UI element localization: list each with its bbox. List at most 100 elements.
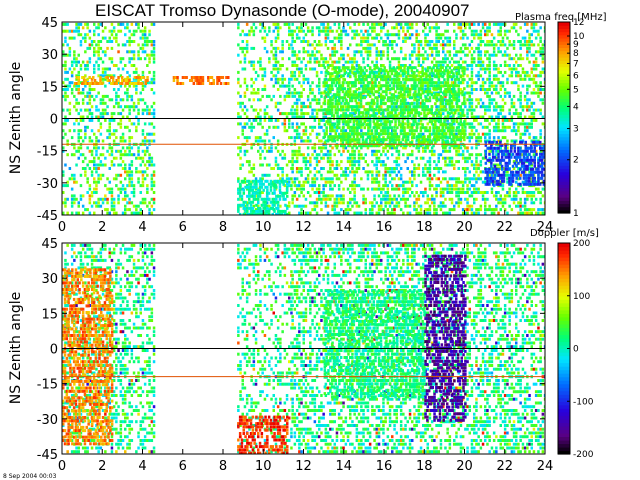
data-cell [330, 114, 334, 118]
data-cell [415, 146, 418, 150]
data-cell [333, 211, 336, 215]
data-cell [334, 135, 337, 139]
data-cell [435, 60, 438, 64]
data-cell [86, 208, 89, 212]
data-cell [508, 118, 511, 122]
data-cell [337, 149, 341, 153]
data-cell [481, 64, 485, 67]
data-cell [537, 91, 540, 95]
data-cell [442, 156, 445, 160]
data-cell [285, 115, 289, 119]
data-cell [320, 208, 323, 212]
data-cell [126, 76, 129, 79]
data-cell [218, 79, 221, 82]
data-cell [272, 74, 275, 78]
data-cell [353, 180, 356, 184]
data-cell [519, 101, 522, 105]
data-cell [333, 167, 336, 170]
data-cell [411, 53, 414, 57]
data-cell [124, 33, 127, 37]
data-cell [112, 211, 116, 215]
data-cell [276, 209, 280, 213]
data-cell [426, 160, 429, 164]
data-cell [448, 43, 452, 47]
data-cell [126, 153, 129, 157]
data-cell [512, 46, 516, 50]
data-cell [141, 201, 145, 205]
data-cell [455, 53, 458, 57]
data-cell [261, 88, 264, 91]
data-cell [499, 197, 502, 201]
data-cell [353, 173, 356, 177]
data-cell [333, 53, 336, 57]
data-cell [135, 82, 138, 85]
data-cell [117, 88, 120, 91]
data-cell [484, 197, 487, 201]
data-cell [488, 40, 491, 43]
data-cell [108, 211, 111, 215]
data-cell [377, 118, 381, 122]
data-cell [515, 70, 518, 74]
data-cell [340, 33, 343, 37]
data-cell [279, 26, 282, 30]
data-cell [150, 197, 154, 201]
data-cell [266, 206, 269, 210]
data-cell [276, 33, 280, 37]
data-cell [408, 211, 412, 215]
data-cell [437, 153, 440, 157]
data-cell [380, 36, 383, 40]
data-cell [397, 204, 401, 208]
data-cell [355, 170, 359, 174]
data-cell [309, 91, 312, 95]
data-cell [497, 70, 500, 74]
data-cell [101, 139, 105, 143]
data-cell [86, 33, 89, 37]
data-cell [526, 88, 529, 91]
data-cell [380, 208, 383, 212]
data-cell [285, 173, 289, 177]
data-cell [106, 197, 109, 201]
data-cell [488, 22, 491, 26]
data-cell [368, 33, 372, 37]
data-cell [490, 98, 494, 102]
data-cell [309, 211, 312, 215]
data-cell [322, 115, 325, 119]
data-cell [484, 22, 487, 26]
data-cell [437, 129, 440, 133]
data-cell [477, 36, 480, 40]
data-cell [115, 79, 118, 82]
data-cell [415, 211, 418, 215]
data-cell [110, 76, 113, 79]
data-cell [302, 122, 305, 126]
data-cell [417, 149, 421, 153]
data-cell [530, 211, 533, 215]
data-cell [329, 170, 332, 174]
data-cell [539, 50, 542, 54]
data-cell [97, 167, 100, 170]
data-cell [132, 204, 136, 208]
data-cell [117, 194, 120, 198]
data-cell [523, 43, 527, 47]
data-cell [428, 29, 432, 33]
data-cell [255, 191, 258, 195]
data-cell [242, 212, 245, 215]
data-cell [274, 36, 278, 40]
data-cell [106, 76, 109, 79]
data-cell [86, 60, 89, 64]
data-cell [291, 167, 294, 170]
data-cell [380, 204, 383, 208]
data-cell [437, 167, 440, 170]
data-cell [257, 139, 260, 143]
data-cell [373, 149, 376, 153]
data-cell [327, 120, 330, 124]
data-cell [137, 74, 140, 78]
data-cell [263, 70, 267, 74]
data-cell [444, 170, 447, 174]
data-cell [99, 112, 103, 116]
data-cell [464, 46, 467, 50]
data-cell [428, 46, 432, 50]
data-cell [288, 22, 291, 26]
data-cell [515, 122, 518, 126]
data-cell [70, 64, 74, 67]
data-cell [466, 81, 469, 85]
